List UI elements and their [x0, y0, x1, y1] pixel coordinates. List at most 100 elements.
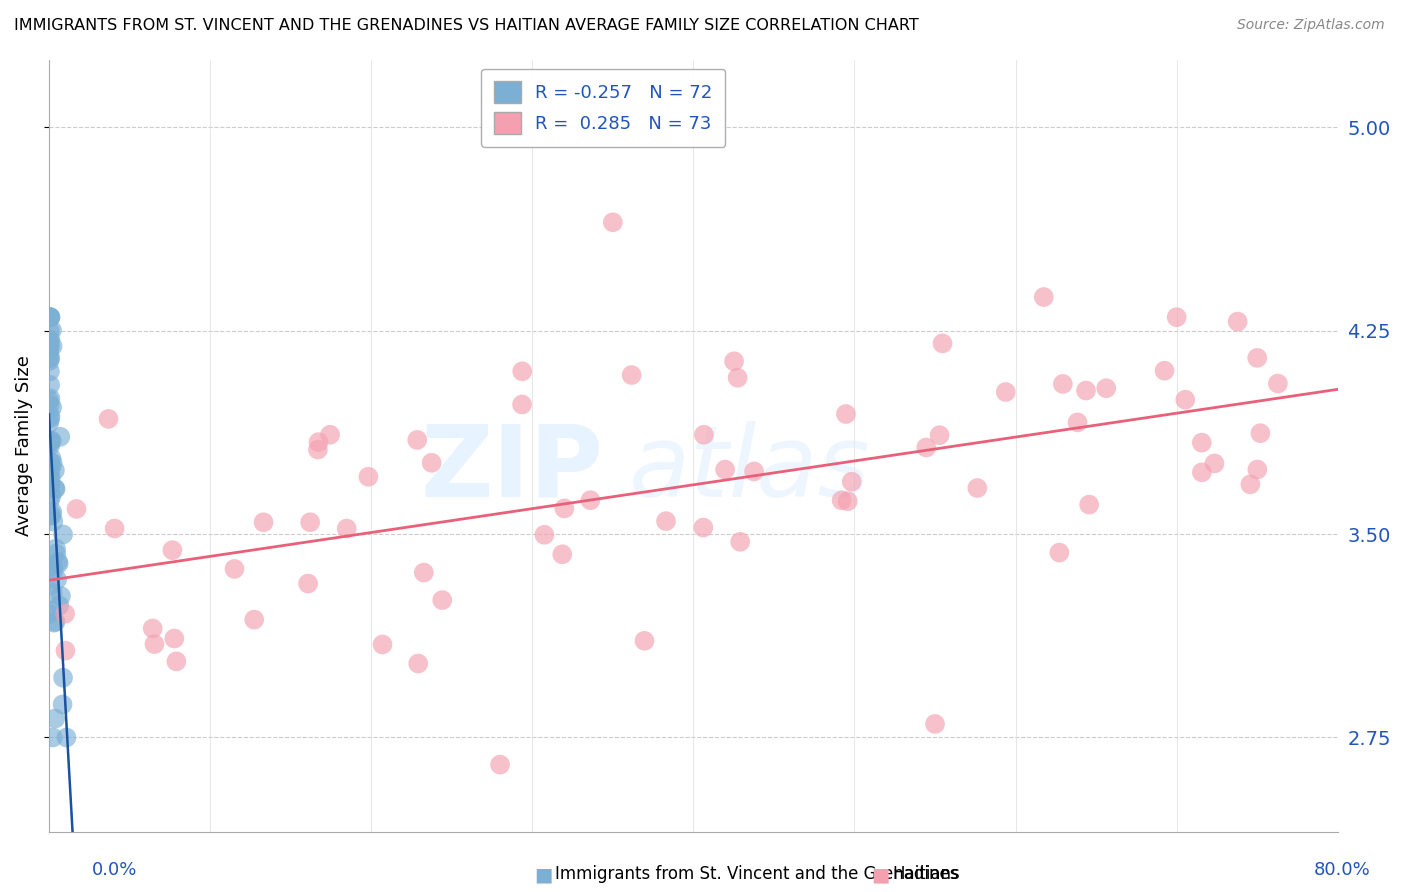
- Point: [55, 643, 77, 657]
- Point: [165, 654, 187, 668]
- Point: [39, 489, 62, 503]
- Point: [41, 451, 63, 466]
- Point: [1047, 545, 1070, 559]
- Point: [39, 310, 62, 325]
- Point: [835, 407, 858, 421]
- Point: [1095, 381, 1118, 395]
- Point: [723, 354, 745, 368]
- Point: [103, 521, 125, 535]
- Point: [633, 633, 655, 648]
- Point: [41, 401, 63, 415]
- Point: [307, 442, 329, 457]
- Point: [45, 482, 67, 496]
- Point: [39, 409, 62, 423]
- Point: [38, 607, 60, 621]
- Point: [52, 527, 75, 541]
- Point: [714, 462, 737, 476]
- Point: [1074, 384, 1097, 398]
- Point: [727, 370, 749, 384]
- Point: [39, 378, 62, 392]
- Point: [336, 522, 359, 536]
- Point: [39, 478, 62, 492]
- Point: [1052, 376, 1074, 391]
- Point: [42, 515, 65, 529]
- Point: [143, 637, 166, 651]
- Point: [52, 671, 75, 685]
- Point: [533, 528, 555, 542]
- Point: [553, 501, 575, 516]
- Point: [42, 558, 65, 573]
- Point: [51, 698, 73, 712]
- Point: [510, 397, 533, 411]
- Point: [1153, 364, 1175, 378]
- Point: [1246, 462, 1268, 476]
- Point: [1267, 376, 1289, 391]
- Point: [39, 351, 62, 365]
- Point: [39, 434, 62, 448]
- Point: [41, 508, 63, 523]
- Point: [299, 515, 322, 529]
- Point: [831, 493, 853, 508]
- Point: [931, 336, 953, 351]
- Point: [39, 411, 62, 425]
- Point: [924, 717, 946, 731]
- Point: [38, 393, 60, 408]
- Point: [38, 416, 60, 430]
- Point: [38, 468, 60, 483]
- Point: [38, 455, 60, 469]
- Point: [39, 578, 62, 592]
- Point: [39, 438, 62, 452]
- Point: [1239, 477, 1261, 491]
- Point: [48, 599, 70, 613]
- Point: [39, 434, 62, 448]
- Point: [841, 475, 863, 489]
- Point: [1066, 416, 1088, 430]
- Point: [224, 562, 246, 576]
- Point: [39, 364, 62, 378]
- Text: 0.0%: 0.0%: [91, 861, 136, 879]
- Point: [1191, 435, 1213, 450]
- Point: [39, 460, 62, 475]
- Point: [579, 493, 602, 508]
- Point: [39, 333, 62, 347]
- Point: [42, 564, 65, 578]
- Point: [371, 638, 394, 652]
- Point: [41, 604, 63, 618]
- Point: [65, 502, 87, 516]
- Point: [966, 481, 988, 495]
- Point: [38, 493, 60, 508]
- Point: [38, 354, 60, 368]
- Point: [38, 310, 60, 325]
- Text: Haitians: Haitians: [893, 865, 960, 883]
- Point: [1246, 351, 1268, 365]
- Point: [97, 412, 120, 426]
- Point: [252, 515, 274, 529]
- Point: [48, 557, 70, 571]
- Point: [55, 731, 77, 745]
- Point: [44, 615, 66, 629]
- Point: [49, 430, 72, 444]
- Point: [692, 520, 714, 534]
- Point: [406, 433, 429, 447]
- Point: [38, 436, 60, 450]
- Point: [994, 384, 1017, 399]
- Point: [319, 427, 342, 442]
- Point: [412, 566, 434, 580]
- Point: [406, 657, 429, 671]
- Point: [38, 398, 60, 412]
- Point: [38, 479, 60, 493]
- Point: [49, 589, 72, 603]
- Point: [38, 336, 60, 351]
- Point: [39, 310, 62, 325]
- Point: [53, 607, 76, 621]
- Point: [357, 469, 380, 483]
- Point: [38, 334, 60, 348]
- Point: [41, 434, 63, 448]
- Point: [420, 456, 443, 470]
- Point: [39, 470, 62, 484]
- Point: [163, 632, 186, 646]
- Point: [655, 514, 678, 528]
- Point: [1032, 290, 1054, 304]
- Legend: R = -0.257   N = 72, R =  0.285   N = 73: R = -0.257 N = 72, R = 0.285 N = 73: [481, 69, 725, 147]
- Point: [41, 339, 63, 353]
